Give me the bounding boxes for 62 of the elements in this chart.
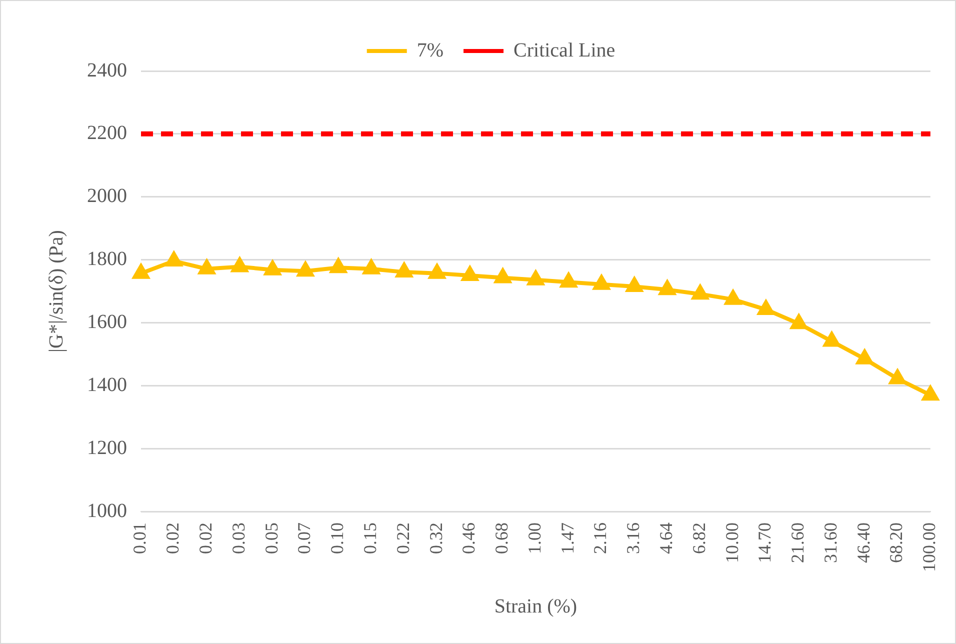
point <box>330 258 346 274</box>
x-tick-label: 1.00 <box>524 522 544 554</box>
point <box>198 260 215 274</box>
y-tick-label: 2000 <box>87 185 127 208</box>
x-tick-label: 0.15 <box>360 522 380 554</box>
point <box>659 280 676 296</box>
point <box>692 285 708 300</box>
point <box>132 264 150 279</box>
point <box>758 300 774 315</box>
x-tick-label: 0.02 <box>162 522 183 554</box>
y-tick-label: 1200 <box>87 436 127 459</box>
x-tick-label: 0.46 <box>458 522 479 554</box>
x-axis-title: Strain (%) <box>494 595 578 618</box>
point <box>428 264 446 279</box>
point <box>560 273 577 288</box>
x-tick-label: 4.64 <box>656 522 676 554</box>
legend-label: 7% <box>416 39 444 62</box>
y-axis-title: |G*|/sin(δ) (Pa) <box>45 230 68 352</box>
point <box>626 278 642 292</box>
x-tick-label: 6.82 <box>688 522 709 554</box>
x-tick-label: 2.16 <box>590 522 610 554</box>
point <box>922 386 938 401</box>
point <box>889 370 906 384</box>
point <box>724 290 742 305</box>
x-tick-label: 1.47 <box>557 522 578 554</box>
y-tick-label: 1600 <box>87 310 127 333</box>
y-tick-label: 1400 <box>87 374 127 396</box>
point <box>856 350 873 364</box>
y-tick-label: 1000 <box>87 500 127 522</box>
y-tick-label: 1800 <box>87 248 127 270</box>
point <box>297 262 314 277</box>
point <box>528 270 544 286</box>
y-tick-label: 2200 <box>87 122 127 144</box>
x-tick-label: 31.60 <box>820 522 840 563</box>
point <box>824 332 840 347</box>
x-tick-label: 0.07 <box>294 522 314 554</box>
y-tick-label: 2400 <box>87 59 127 82</box>
x-tick-label: 3.16 <box>623 522 644 554</box>
x-tick-label: 0.22 <box>392 522 413 554</box>
point <box>363 260 380 274</box>
point <box>166 252 182 267</box>
x-tick-label: 46.40 <box>853 522 874 563</box>
x-tick-label: 68.20 <box>886 522 906 563</box>
point <box>264 260 281 276</box>
x-tick-label: 0.02 <box>196 522 216 554</box>
legend-label: Critical Line <box>514 39 616 62</box>
point <box>790 314 807 330</box>
x-tick-label: 10.00 <box>722 522 742 563</box>
point <box>396 263 412 278</box>
point <box>462 266 478 282</box>
x-tick-label: 0.10 <box>327 522 348 554</box>
x-tick-label: 0.68 <box>492 522 512 554</box>
x-tick-label: 21.60 <box>788 522 808 563</box>
x-tick-label: 0.03 <box>228 522 248 554</box>
x-tick-label: 0.01 <box>130 522 150 554</box>
point <box>593 275 610 290</box>
x-tick-label: 0.05 <box>261 522 282 554</box>
x-tick-label: 14.70 <box>754 522 775 563</box>
x-tick-label: 100.00 <box>919 522 940 572</box>
point <box>232 258 248 272</box>
x-tick-label: 0.32 <box>426 522 446 554</box>
point <box>494 268 511 284</box>
